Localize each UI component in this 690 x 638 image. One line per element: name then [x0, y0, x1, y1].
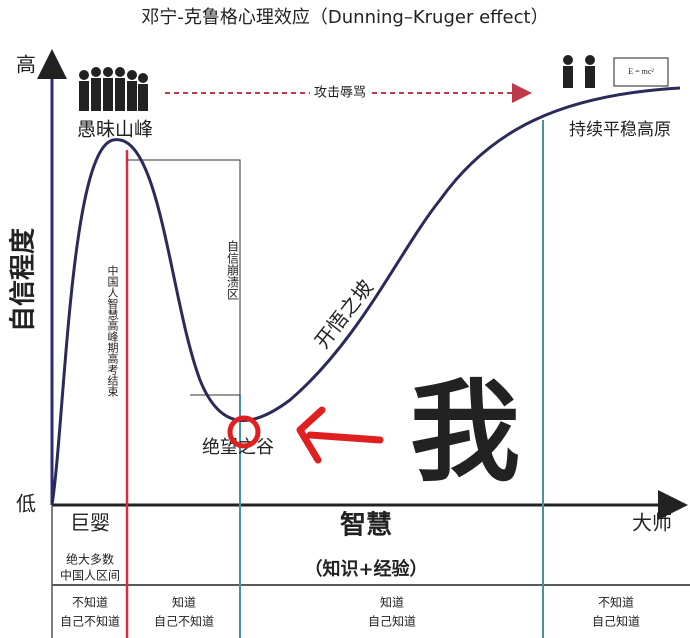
quadrant-line1: 不知道	[598, 596, 634, 610]
curve	[50, 86, 681, 506]
majority-label: 绝大多数	[66, 552, 114, 567]
attack-label: 攻击辱骂	[314, 86, 366, 101]
x-sublabel: （知识+经验）	[304, 558, 427, 580]
label-bg	[310, 84, 370, 102]
formula: E = mc²	[628, 67, 654, 76]
x-left: 巨婴	[70, 511, 110, 535]
red-arrow	[296, 406, 384, 464]
quadrant-line2: 自己不知道	[60, 615, 120, 629]
majority-label: 中国人区间	[60, 568, 120, 583]
plateau-label: 持续平稳高原	[569, 120, 671, 140]
exam-label: 中国人智慧高峰期高考结束	[106, 265, 119, 398]
quadrant-line2: 自己知道	[368, 615, 416, 629]
peak-label: 愚昧山峰	[77, 119, 153, 141]
quadrant-line1: 不知道	[72, 596, 108, 610]
me-label: 我	[410, 368, 520, 496]
quadrant-line2: 自己不知道	[154, 615, 214, 629]
crowd-icon	[79, 67, 148, 111]
quadrant-line1: 知道	[380, 596, 404, 610]
collapse-box	[127, 159, 241, 396]
x-label: 智慧	[340, 511, 392, 541]
expert-icon	[563, 55, 669, 88]
collapse-label: 自信崩溃区	[226, 240, 240, 300]
red-circle	[227, 415, 261, 449]
x-right: 大师	[632, 511, 672, 535]
y-label: 自信程度	[8, 228, 39, 332]
valley-label: 绝望之谷	[202, 437, 274, 458]
quadrant-line1: 知道	[172, 596, 196, 610]
title: 邓宁-克鲁格心理效应（Dunning–Kruger effect）	[141, 7, 548, 28]
quadrant-line2: 自己知道	[592, 615, 640, 629]
y-high: 高	[16, 53, 36, 77]
y-low: 低	[16, 492, 36, 516]
